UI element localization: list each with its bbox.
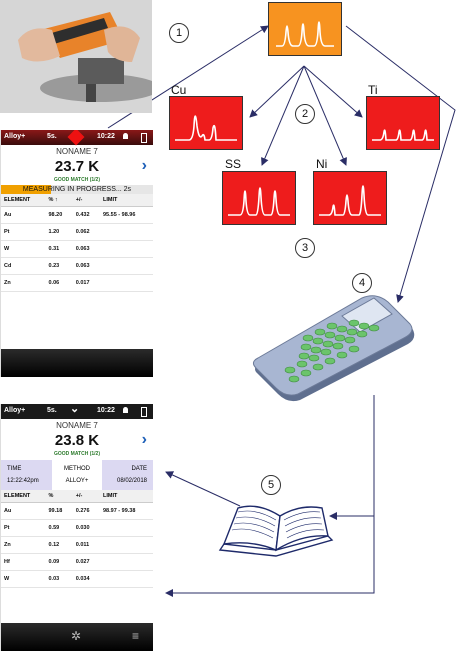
step-3: 3: [295, 238, 315, 258]
col-element[interactable]: ELEMENT: [1, 194, 46, 207]
table-row: Pt 1.20 0.062: [1, 223, 153, 241]
measurement-info: TIME 12:22:42pm METHOD ALLOY+ DATE 08/02/20…: [1, 460, 153, 490]
phone-measuring-panel: Alloy+ 5s. 10:22 NONAME 7 23.7 K › GOOD …: [0, 130, 153, 377]
chevron-right-icon[interactable]: ›: [141, 431, 147, 448]
calculator-icon: [252, 295, 415, 402]
cu-label: Cu: [171, 83, 187, 97]
cu-spectrum: [169, 96, 243, 150]
date-info: DATE 08/02/2018: [116, 466, 148, 484]
step-5: 5: [261, 475, 281, 495]
reading-value: 23.8 K ›: [54, 431, 147, 449]
table-row: Hf 0.09 0.027: [1, 553, 153, 571]
table-row: Pt 0.59 0.030: [1, 519, 153, 537]
measuring-progress: MEASURING IN PROGRESS... 2s: [1, 185, 153, 194]
chevron-right-icon[interactable]: ›: [141, 157, 147, 174]
trigger-icon[interactable]: [67, 130, 85, 146]
sample-name: NONAME 7: [56, 421, 98, 430]
arrow-spectrum-to-ni: [303, 65, 347, 166]
user-icon: [123, 407, 128, 413]
arrow-spectrum-to-ss: [261, 65, 305, 166]
time-info: TIME 12:22:42pm: [7, 466, 39, 484]
table-row: Cd 0.23 0.063: [1, 257, 153, 275]
time-setting: 5s.: [47, 407, 57, 414]
ti-label: Ti: [368, 83, 378, 97]
match-status: GOOD MATCH (1/2): [53, 451, 101, 457]
step-4: 4: [352, 273, 372, 293]
col-error[interactable]: +/-: [72, 194, 100, 207]
ss-label: SS: [225, 157, 242, 171]
battery-icon: [141, 133, 147, 143]
mode-label: Alloy+: [4, 133, 26, 140]
menu-icon[interactable]: ≡: [131, 629, 139, 643]
col-percent[interactable]: % ↑: [45, 194, 73, 207]
table-row: W 0.03 0.034: [1, 570, 153, 588]
table-row: Zn 0.12 0.011: [1, 536, 153, 554]
arrow-book-to-phone2: [165, 471, 241, 507]
col-limit[interactable]: LIMIT: [100, 490, 153, 503]
arrow-spectrum-to-ti: [303, 65, 363, 118]
match-status: GOOD MATCH (1/2): [53, 177, 101, 183]
ni-label: Ni: [316, 157, 328, 171]
analyzer-photo: [0, 0, 152, 113]
col-percent[interactable]: %: [45, 490, 73, 503]
sample-name: NONAME 7: [56, 147, 98, 156]
battery-icon: [141, 407, 147, 417]
status-bar: Alloy+ 5s. 10:22: [1, 130, 153, 146]
method-info: METHOD ALLOY+: [51, 460, 103, 490]
book-icon: [218, 505, 334, 557]
mode-label: Alloy+: [4, 407, 26, 414]
step-2: 2: [295, 104, 315, 124]
element-table: ELEMENT % ↑ +/- LIMIT Au 98.20 0.432 95.55 …: [1, 194, 153, 292]
ti-spectrum: [366, 96, 440, 150]
table-row: W 0.31 0.063: [1, 240, 153, 258]
col-element[interactable]: ELEMENT: [1, 490, 46, 503]
arrow-calculator-to-book: [329, 395, 375, 520]
table-row: Au 99.18 0.276 98.97 - 99.38: [1, 502, 153, 520]
ni-spectrum: [313, 171, 387, 225]
user-icon: [123, 133, 128, 139]
arrow-calculator-to-phone2: [165, 516, 375, 597]
step-1: 1: [169, 23, 189, 43]
clock: 10:22: [97, 407, 115, 414]
arrow-spectrum-to-calculator: [345, 25, 456, 303]
chevron-down-icon[interactable]: ⌄: [70, 404, 80, 415]
col-limit[interactable]: LIMIT: [100, 194, 153, 207]
table-row: Zn 0.06 0.017: [1, 274, 153, 292]
arrow-spectrum-to-cu: [249, 65, 305, 118]
reading-value: 23.7 K ›: [54, 157, 147, 175]
clock: 10:22: [97, 133, 115, 140]
element-table: ELEMENT % +/- LIMIT Au 99.18 0.276 98.97 - …: [1, 490, 153, 588]
gear-icon[interactable]: ✲: [71, 629, 82, 643]
status-bar: Alloy+ 5s. ⌄ 10:22: [1, 404, 153, 419]
measured-spectrum: [268, 2, 342, 56]
phone-result-panel: Alloy+ 5s. ⌄ 10:22 NONAME 7 23.8 K › GOO…: [0, 404, 153, 651]
col-error[interactable]: +/-: [72, 490, 100, 503]
ss-spectrum: [222, 171, 296, 225]
bottom-bar: [1, 349, 153, 377]
table-row: Au 98.20 0.432 95.55 - 98.96: [1, 206, 153, 224]
bottom-bar: ✲ ≡: [1, 623, 153, 651]
time-setting: 5s.: [47, 133, 57, 140]
